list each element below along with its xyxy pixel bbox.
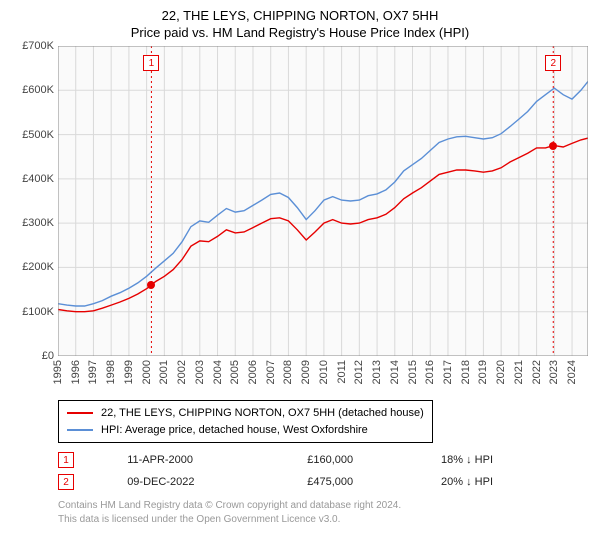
x-tick-label: 2022	[531, 360, 543, 384]
marker-row: 1 11-APR-2000£160,00018% ↓ HPI	[58, 449, 588, 471]
x-tick-label: 2023	[548, 360, 560, 384]
chart-container: { "title": "22, THE LEYS, CHIPPING NORTO…	[0, 0, 600, 560]
marker-price: £475,000	[307, 471, 441, 493]
x-tick-label: 2011	[336, 360, 348, 384]
x-tick-label: 2020	[495, 360, 507, 384]
marker-pct: 20% ↓ HPI	[441, 471, 588, 493]
chart-plot-area: £0£100K£200K£300K£400K£500K£600K£700K 19…	[58, 46, 588, 356]
x-tick-label: 1999	[123, 360, 135, 384]
x-tick-label: 2005	[229, 360, 241, 384]
x-tick-label: 2004	[212, 360, 224, 384]
x-tick-label: 2013	[371, 360, 383, 384]
sale-marker-flag: 1	[143, 55, 159, 71]
marker-num-cell: 1	[58, 449, 127, 471]
y-tick-label: £100K	[22, 306, 58, 318]
x-tick-label: 2019	[477, 360, 489, 384]
x-tick-label: 1996	[70, 360, 82, 384]
x-tick-label: 2003	[194, 360, 206, 384]
x-tick-label: 2007	[265, 360, 277, 384]
legend-item: 22, THE LEYS, CHIPPING NORTON, OX7 5HH (…	[67, 405, 424, 422]
x-tick-label: 2016	[424, 360, 436, 384]
y-tick-label: £200K	[22, 261, 58, 273]
marker-pct: 18% ↓ HPI	[441, 449, 588, 471]
legend-swatch	[67, 429, 93, 431]
marker-table: 1 11-APR-2000£160,00018% ↓ HPI 2 09-DEC-202…	[58, 449, 588, 493]
x-tick-label: 2012	[353, 360, 365, 384]
marker-num-box: 2	[58, 474, 74, 490]
legend-label: 22, THE LEYS, CHIPPING NORTON, OX7 5HH (…	[101, 405, 424, 422]
x-tick-label: 2009	[300, 360, 312, 384]
marker-date: 11-APR-2000	[127, 449, 307, 471]
marker-date: 09-DEC-2022	[127, 471, 307, 493]
footer-line-2: This data is licensed under the Open Gov…	[58, 513, 588, 527]
marker-num-cell: 2	[58, 471, 127, 493]
x-tick-label: 1998	[105, 360, 117, 384]
x-tick-label: 2024	[566, 360, 578, 384]
x-tick-label: 2002	[176, 360, 188, 384]
x-tick-label: 2000	[141, 360, 153, 384]
sale-marker-flag: 2	[545, 55, 561, 71]
x-tick-label: 2008	[282, 360, 294, 384]
x-tick-label: 2014	[389, 360, 401, 384]
x-tick-label: 2017	[442, 360, 454, 384]
y-tick-label: £300K	[22, 217, 58, 229]
legend-label: HPI: Average price, detached house, West…	[101, 422, 368, 439]
footer-line-1: Contains HM Land Registry data © Crown c…	[58, 499, 588, 513]
x-tick-label: 2018	[460, 360, 472, 384]
x-tick-label: 2015	[407, 360, 419, 384]
x-tick-label: 1997	[87, 360, 99, 384]
y-tick-label: £600K	[22, 84, 58, 96]
chart-svg	[58, 46, 588, 356]
marker-price: £160,000	[307, 449, 441, 471]
x-tick-label: 2001	[158, 360, 170, 384]
legend-swatch	[67, 412, 93, 414]
footer-attribution: Contains HM Land Registry data © Crown c…	[58, 499, 588, 526]
chart-subtitle: Price paid vs. HM Land Registry's House …	[12, 25, 588, 40]
x-tick-label: 2021	[513, 360, 525, 384]
sale-marker-dot	[147, 281, 155, 289]
x-tick-label: 2006	[247, 360, 259, 384]
legend-item: HPI: Average price, detached house, West…	[67, 422, 424, 439]
sale-marker-dot	[549, 142, 557, 150]
legend-box: 22, THE LEYS, CHIPPING NORTON, OX7 5HH (…	[58, 400, 433, 443]
marker-row: 2 09-DEC-2022£475,00020% ↓ HPI	[58, 471, 588, 493]
marker-num-box: 1	[58, 452, 74, 468]
x-tick-label: 2010	[318, 360, 330, 384]
chart-title: 22, THE LEYS, CHIPPING NORTON, OX7 5HH	[12, 8, 588, 23]
y-tick-label: £400K	[22, 173, 58, 185]
x-tick-label: 1995	[52, 360, 64, 384]
y-tick-label: £500K	[22, 129, 58, 141]
y-tick-label: £700K	[22, 40, 58, 52]
